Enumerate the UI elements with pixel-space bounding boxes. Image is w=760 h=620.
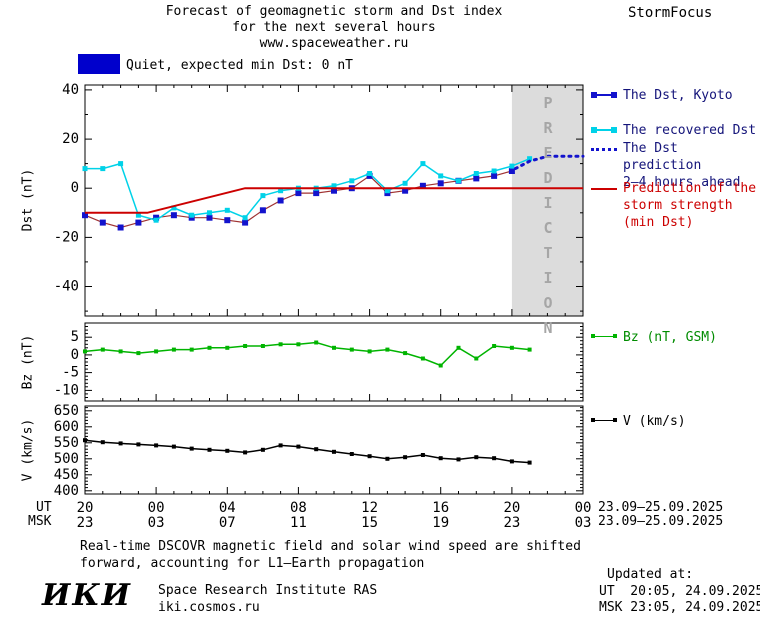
x-tick-msk: 03: [575, 515, 592, 531]
y-tick-label: 550: [54, 435, 79, 451]
bz-swatch-icon: [591, 334, 617, 338]
legend-storm-strength-line-2: storm strength: [623, 198, 733, 213]
x-tick-ut: 00: [148, 500, 165, 516]
quiet-status-label: Quiet, expected min Dst: 0 nT: [126, 58, 353, 73]
x-tick-ut: 00: [575, 500, 592, 516]
ut-row-label: UT: [36, 500, 52, 515]
legend-storm-strength: Prediction of the storm strength (min Ds…: [591, 180, 756, 231]
x-tick-msk: 15: [361, 515, 378, 531]
legend-dst-prediction-label: The Dst prediction 2–4 hours ahead: [623, 140, 760, 191]
x-tick-msk: 19: [432, 515, 449, 531]
quiet-status-swatch: [78, 54, 120, 74]
storm-strength-swatch-icon: [591, 188, 617, 190]
legend-bz-label: Bz (nT, GSM): [623, 330, 717, 345]
msk-daterange: 23.09–25.09.2025: [598, 514, 724, 529]
y-tick-label: -10: [54, 382, 79, 398]
x-tick-ut: 12: [361, 500, 378, 516]
legend-dst-kyoto-label: The Dst, Kyoto: [623, 88, 733, 103]
legend-storm-strength-label: Prediction of the storm strength (min Ds…: [623, 180, 756, 231]
bz-axis-label: Bz (nT): [20, 334, 36, 390]
x-tick-msk: 23: [77, 515, 94, 531]
footnote-line-1: Real-time DSCOVR magnetic field and sola…: [80, 539, 581, 554]
panel-frame-0: [84, 84, 584, 317]
series-dst-prediction: [513, 154, 585, 171]
legend-v-label: V (km/s): [623, 414, 686, 429]
institute-site: iki.cosmos.ru: [158, 600, 260, 615]
x-tick-msk: 23: [503, 515, 520, 531]
legend-recovered-dst: The recovered Dst: [591, 122, 756, 139]
updated-ut: UT 20:05, 24.09.2025: [599, 584, 760, 599]
updated-msk: MSK 23:05, 24.09.2025: [599, 600, 760, 615]
title-line-2: for the next several hours: [232, 20, 436, 35]
y-tick-label: 0: [71, 347, 79, 363]
recovered-dst-swatch-icon: [591, 127, 617, 133]
legend-storm-strength-line-3: (min Dst): [623, 215, 694, 230]
series-bz: [83, 340, 532, 368]
dst-kyoto-swatch-icon: [591, 92, 617, 98]
series-v: [83, 438, 532, 465]
updated-label: Updated at:: [607, 567, 694, 582]
y-tick-label: 40: [62, 82, 79, 98]
v-axis-label: V (km/s): [20, 418, 36, 482]
y-tick-label: 450: [54, 467, 79, 483]
geomagnetic-chart: 40200-20-4050-5-106506005505004504002023…: [54, 82, 592, 531]
legend-dst-kyoto: The Dst, Kyoto: [591, 87, 733, 104]
institute-name: Space Research Institute RAS: [158, 583, 378, 598]
footnote-line-2: forward, accounting for L1–Earth propaga…: [80, 556, 425, 571]
y-tick-label: 600: [54, 419, 79, 435]
legend-bz: Bz (nT, GSM): [591, 329, 717, 346]
y-tick-label: 500: [54, 451, 79, 467]
x-tick-msk: 11: [290, 515, 307, 531]
y-tick-label: 650: [54, 403, 79, 419]
page-title: Forecast of geomagnetic storm and Dst in…: [74, 4, 594, 52]
ut-daterange: 23.09–25.09.2025: [598, 500, 724, 515]
legend-v: V (km/s): [591, 413, 686, 430]
prediction-band-label: PREDICTION: [539, 94, 557, 344]
iki-logo: ИКИ: [42, 578, 132, 613]
x-tick-ut: 20: [77, 500, 94, 516]
series-dst-kyoto: [82, 168, 515, 231]
x-tick-ut: 20: [503, 500, 520, 516]
stormfocus-logo: StormFocus: [628, 5, 713, 21]
dst-prediction-swatch-icon: [591, 148, 617, 151]
x-tick-ut: 04: [219, 500, 236, 516]
y-tick-label: 20: [62, 131, 79, 147]
legend-dst-prediction-line-2: 2–4 hours ahead: [623, 175, 741, 190]
prediction-band: [511, 85, 583, 316]
title-line-1: Forecast of geomagnetic storm and Dst in…: [165, 4, 503, 19]
y-tick-label: -5: [62, 365, 79, 381]
y-tick-label: 0: [71, 180, 79, 196]
legend-storm-strength-line-1: Prediction of the: [623, 181, 757, 196]
x-tick-ut: 16: [432, 500, 449, 516]
x-tick-ut: 08: [290, 500, 307, 516]
legend-dst-prediction: The Dst prediction 2–4 hours ahead: [591, 140, 760, 191]
x-tick-msk: 07: [219, 515, 236, 531]
panel-frame-1: [84, 322, 584, 402]
y-tick-label: -20: [54, 229, 79, 245]
title-line-3: www.spaceweather.ru: [259, 36, 409, 51]
y-tick-label: 400: [54, 483, 79, 499]
legend-recovered-dst-label: The recovered Dst: [623, 123, 757, 138]
v-swatch-icon: [591, 418, 617, 422]
legend-dst-prediction-line-1: The Dst prediction: [623, 141, 702, 173]
dst-axis-label: Dst (nT): [20, 168, 36, 232]
series-storm-strength: [85, 187, 583, 214]
msk-row-label: MSK: [28, 514, 52, 529]
x-tick-msk: 03: [148, 515, 165, 531]
y-tick-label: 5: [71, 329, 79, 345]
y-tick-label: -40: [54, 279, 79, 295]
